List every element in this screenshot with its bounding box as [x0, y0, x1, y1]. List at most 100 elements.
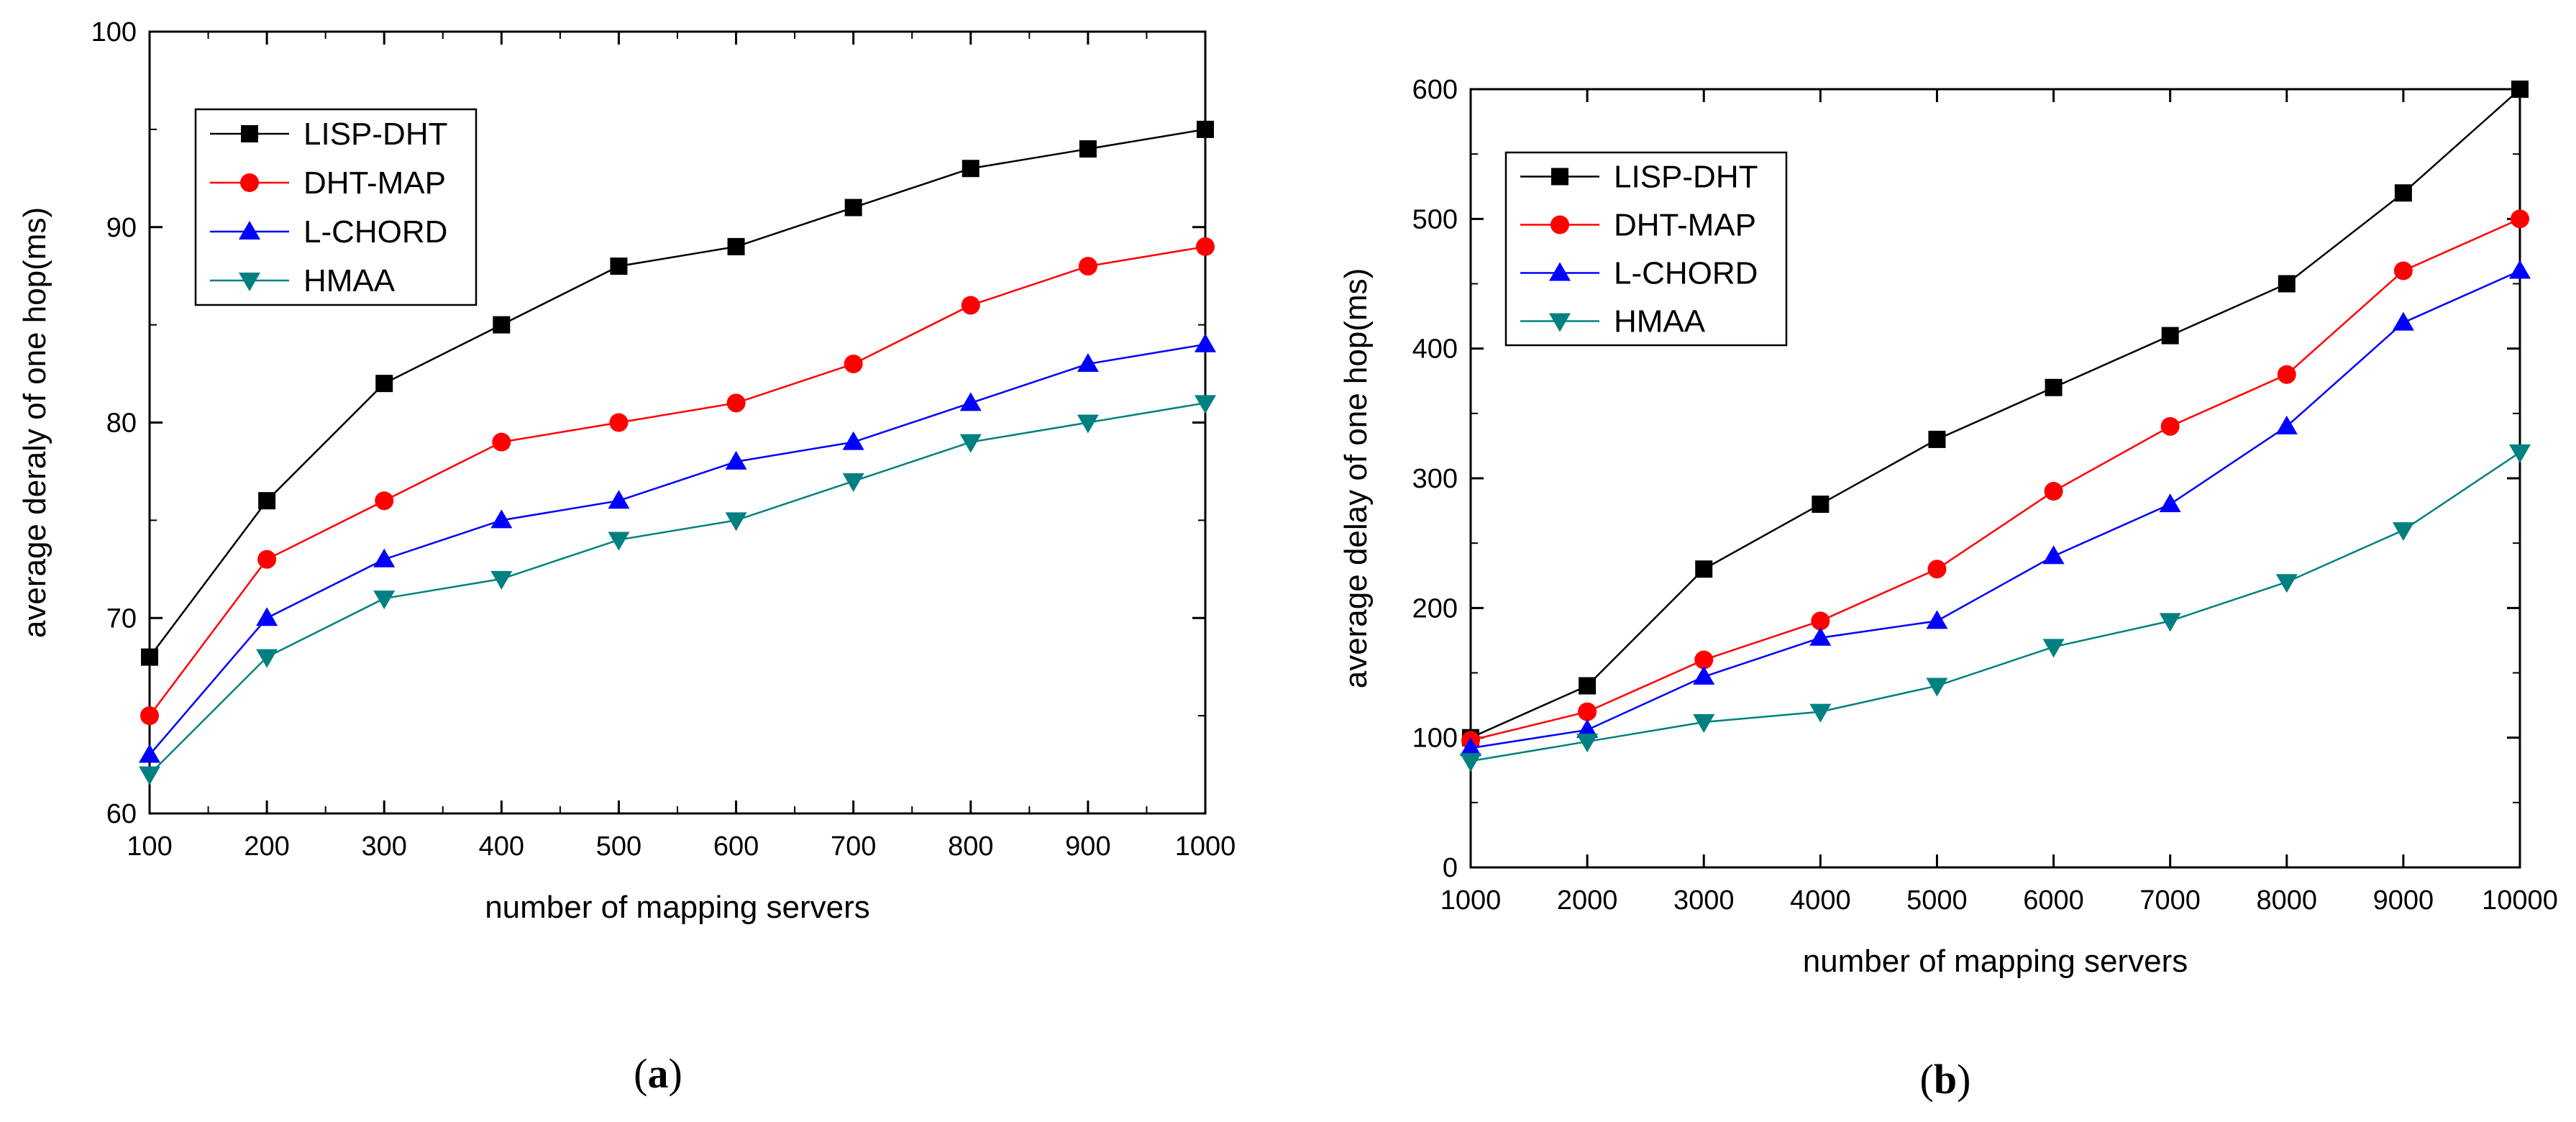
data-point: [2511, 209, 2529, 229]
data-point: [608, 532, 630, 551]
legend-label: HMAA: [303, 263, 396, 298]
x-tick-label: 200: [244, 831, 289, 862]
x-tick-label: 10000: [2482, 885, 2558, 916]
y-tick-label: 0: [1443, 853, 1458, 883]
legend-marker: [1551, 168, 1568, 186]
data-point: [609, 413, 629, 432]
series-line: [149, 128, 1206, 658]
data-point: [2161, 327, 2179, 345]
panel-caption: (a): [634, 1050, 682, 1097]
data-point: [2160, 416, 2180, 436]
data-point: [375, 491, 394, 511]
data-point: [1195, 333, 1216, 352]
data-point: [2509, 444, 2531, 463]
data-point: [2393, 261, 2413, 280]
data-point: [2044, 482, 2063, 501]
series-hmaa: [139, 395, 1216, 785]
data-point: [725, 512, 747, 532]
data-point: [141, 648, 158, 666]
data-point: [2275, 415, 2298, 434]
data-point: [1694, 650, 1714, 670]
x-tick-label: 1000: [1175, 831, 1236, 862]
data-point: [490, 570, 513, 590]
data-point: [608, 490, 630, 509]
legend-label: DHT-MAP: [1614, 208, 1756, 243]
legend-label: LISP-DHT: [1614, 160, 1758, 195]
data-point: [1809, 703, 1832, 723]
data-point: [139, 766, 160, 785]
y-axis-label: average deraly of one hop(ms): [17, 207, 52, 638]
data-point: [962, 160, 979, 178]
x-tick-label: 300: [362, 831, 407, 862]
chart-panel-a: 100 200 300 400 500 600 700 800 900 1000 60 70 80 90 1…: [17, 17, 1236, 1097]
data-point: [2278, 275, 2296, 293]
legend-label: L-CHORD: [1614, 256, 1758, 291]
data-point: [493, 316, 511, 334]
y-tick-label: 400: [1412, 334, 1458, 365]
y-tick-label: 100: [1412, 724, 1458, 754]
data-point: [1928, 430, 1946, 448]
legend-marker: [1550, 215, 1569, 234]
data-point: [842, 431, 864, 450]
series-lisp-dht: [141, 120, 1214, 666]
legend-label: L-CHORD: [303, 214, 447, 250]
y-tick-label: 80: [106, 409, 137, 439]
data-point: [2277, 365, 2296, 384]
data-point: [2511, 81, 2529, 98]
data-point: [2045, 378, 2063, 396]
data-point: [2042, 639, 2065, 658]
series-line: [1470, 218, 2521, 742]
data-point: [1576, 734, 1599, 753]
series-line: [149, 343, 1206, 756]
data-point: [1578, 702, 1597, 721]
data-point: [727, 237, 745, 255]
x-tick-label: 6000: [2023, 885, 2084, 916]
chart-panel-b: 1000 2000 3000 4000 5000 6000 7000 8000 9000 1000…: [1338, 75, 2558, 1103]
legend-marker: [241, 125, 258, 142]
data-point: [2392, 311, 2414, 331]
series-dht-map: [140, 237, 1215, 726]
data-point: [1196, 237, 1215, 256]
data-point: [490, 509, 513, 529]
data-point: [1927, 560, 1947, 579]
data-point: [1812, 496, 1830, 514]
data-point: [373, 548, 396, 567]
y-tick-label: 70: [106, 603, 137, 634]
legend: LISP-DHT DHT-MAP L-CHORD HMAA: [194, 108, 478, 306]
y-tick-label: 100: [91, 17, 137, 47]
data-point: [1695, 560, 1713, 578]
x-tick-label: 400: [479, 831, 524, 862]
data-point: [1077, 414, 1099, 434]
data-point: [1693, 665, 1715, 685]
legend: LISP-DHT DHT-MAP L-CHORD HMAA: [1504, 151, 1788, 347]
series-line: [1470, 88, 2521, 739]
series-line: [149, 402, 1206, 775]
data-point: [844, 199, 862, 216]
y-tick-label: 600: [1412, 75, 1458, 105]
data-point: [1693, 714, 1715, 734]
data-point: [139, 744, 160, 763]
series-line: [1470, 270, 2521, 749]
y-tick-label: 200: [1412, 593, 1458, 624]
data-point: [1460, 753, 1481, 772]
y-tick-label: 60: [106, 799, 137, 829]
data-point: [959, 434, 982, 453]
x-tick-label: 600: [713, 831, 759, 862]
legend-marker: [1549, 262, 1571, 281]
data-point: [256, 607, 278, 626]
legend-marker: [1549, 313, 1571, 332]
legend-marker: [239, 273, 260, 291]
x-tick-label: 100: [127, 831, 172, 862]
data-point: [1811, 611, 1830, 631]
legend-marker: [240, 173, 259, 192]
data-point: [256, 649, 278, 668]
x-tick-label: 1000: [1440, 885, 1502, 916]
data-point: [2509, 260, 2531, 279]
series-hmaa: [1460, 444, 2531, 772]
data-point: [2394, 184, 2412, 202]
series-l-chord: [139, 333, 1216, 763]
data-point: [1809, 626, 1832, 646]
y-tick-label: 500: [1412, 204, 1458, 234]
data-point: [1576, 719, 1599, 738]
